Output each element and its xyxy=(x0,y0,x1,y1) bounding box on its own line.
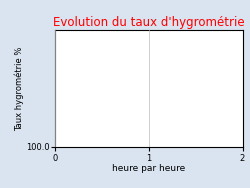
Title: Evolution du taux d'hygrométrie: Evolution du taux d'hygrométrie xyxy=(53,16,244,29)
X-axis label: heure par heure: heure par heure xyxy=(112,164,186,173)
Y-axis label: Taux hygrométrie %: Taux hygrométrie % xyxy=(15,46,24,130)
